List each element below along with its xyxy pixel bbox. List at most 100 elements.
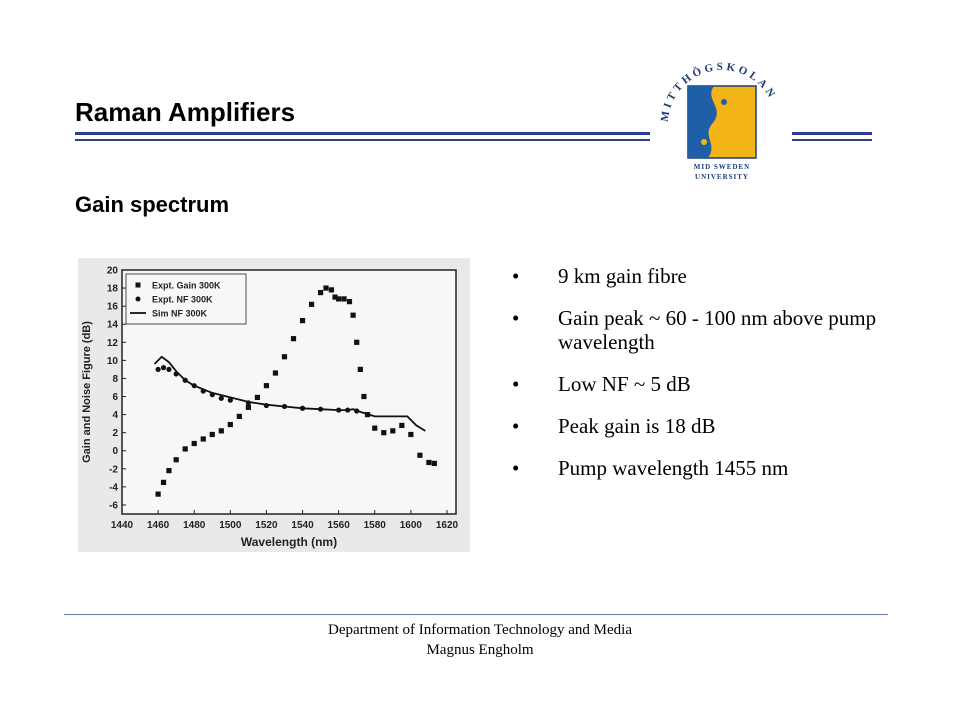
data-point-nf [245, 400, 251, 406]
bullet-symbol: • [512, 456, 520, 480]
y-tick-label: 16 [107, 302, 119, 313]
bullet-text: Gain peak ~ 60 - 100 nm above pump wavel… [558, 306, 877, 354]
data-point-gain [227, 421, 233, 428]
data-point-gain [209, 431, 215, 438]
data-point-gain [173, 457, 179, 463]
data-point-nf [173, 371, 179, 377]
data-point-nf [218, 395, 224, 401]
slide-title: Raman Amplifiers [75, 97, 296, 127]
gain-spectrum-chart: -6 -4 -2 0 2 4 6 8 10 12 14 16 18 20 1440 1460 1480 1500 1… [78, 258, 470, 552]
x-axis-label: Wavelength (nm) [241, 535, 337, 549]
bullet-text: Low NF ~ 5 dB [558, 372, 691, 396]
data-point-nf [209, 392, 215, 398]
data-point-gain [357, 366, 363, 373]
title-rule-right [792, 132, 872, 141]
bullet-item: • Gain peak ~ 60 - 100 nm above pump wave… [508, 306, 928, 354]
data-point-gain [299, 318, 306, 324]
x-tick-label: 1540 [291, 520, 314, 531]
data-point-gain [155, 491, 161, 497]
x-tick-label: 1520 [255, 520, 278, 531]
university-logo: MITTHÖGSKOLAN MID SWEDEN UNIVERSITY [659, 61, 776, 181]
y-tick-label: -6 [109, 500, 118, 511]
data-point-nf [160, 365, 167, 371]
data-point-gain [431, 460, 437, 466]
bullet-list: • 9 km gain fibre • Gain peak ~ 60 - 100 n… [508, 264, 928, 498]
data-point-gain [281, 354, 288, 360]
bullet-text: 9 km gain fibre [558, 264, 687, 288]
x-tick-label: 1580 [364, 520, 387, 531]
footer-department: Department of Information Technology and… [328, 622, 632, 638]
series-line-sim-nf [153, 355, 426, 432]
legend-marker-circle [135, 296, 141, 302]
data-point-gain [341, 296, 347, 302]
data-point-gain [323, 285, 329, 291]
y-tick-label: 4 [112, 410, 118, 421]
y-tick-label: 0 [112, 446, 118, 457]
data-point-gain [354, 339, 360, 345]
legend-label: Expt. Gain 300K [152, 281, 221, 291]
data-point-gain [308, 301, 315, 307]
x-tick-label: 1620 [436, 520, 459, 531]
y-tick-label: 14 [107, 320, 119, 331]
x-tick-label: 1440 [111, 520, 134, 531]
data-point-gain [272, 370, 279, 376]
data-point-gain [336, 296, 342, 302]
data-point-gain [160, 479, 167, 485]
legend: Expt. Gain 300K Expt. NF 300K Sim NF 300K [125, 273, 247, 325]
data-point-gain [350, 312, 356, 318]
data-point-gain [372, 425, 378, 431]
bullet-symbol: • [512, 372, 520, 396]
bullet-symbol: • [512, 414, 520, 438]
data-point-gain [290, 336, 297, 342]
data-point-nf [191, 383, 197, 389]
data-point-gain [317, 289, 324, 296]
bullet-item: • Low NF ~ 5 dB [508, 372, 928, 396]
data-point-gain [254, 394, 261, 401]
bullet-item: • Pump wavelength 1455 nm [508, 456, 928, 480]
legend-label: Expt. NF 300K [152, 295, 213, 305]
y-tick-label: 20 [107, 266, 119, 277]
data-point-nf [155, 366, 161, 373]
data-point-nf [263, 402, 270, 409]
data-point-gain [408, 431, 414, 438]
data-point-nf [227, 397, 233, 403]
logo-line2: UNIVERSITY [695, 173, 749, 181]
y-tick-label: 2 [112, 428, 118, 439]
y-tick-label: 18 [107, 284, 119, 295]
data-point-gain [426, 459, 432, 466]
data-point-gain [191, 440, 197, 447]
data-point-gain [263, 383, 270, 389]
data-point-nf [354, 408, 360, 414]
legend-label: Sim NF 300K [152, 309, 208, 319]
bullet-text: Peak gain is 18 dB [558, 414, 716, 438]
x-tick-label: 1500 [219, 520, 242, 531]
x-tick-label: 1600 [400, 520, 423, 531]
bullet-symbol: • [512, 306, 520, 330]
data-point-nf [200, 388, 206, 394]
x-tick-label: 1480 [183, 520, 206, 531]
section-subtitle: Gain spectrum [75, 192, 230, 217]
y-tick-label: -4 [109, 482, 118, 493]
data-point-gain [399, 422, 405, 429]
y-tick-label: 12 [107, 338, 119, 349]
bullet-text: Pump wavelength 1455 nm [558, 456, 789, 480]
legend-marker-square [135, 282, 141, 288]
bullet-symbol: • [512, 264, 520, 288]
data-point-gain [364, 411, 371, 418]
footer-author: Magnus Engholm [426, 642, 534, 658]
logo-line1: MID SWEDEN [694, 163, 750, 171]
data-point-nf [281, 403, 288, 410]
data-point-nf [166, 366, 172, 373]
y-tick-label: 6 [112, 392, 118, 403]
y-axis-label: Gain and Noise Figure (dB) [81, 321, 93, 463]
data-point-gain [236, 413, 242, 419]
y-tick-label: 8 [112, 374, 118, 385]
footer-rule [64, 614, 888, 615]
data-point-gain [166, 468, 172, 474]
data-point-nf [299, 405, 306, 411]
bullet-item: • 9 km gain fibre [508, 264, 928, 288]
bullet-item: • Peak gain is 18 dB [508, 414, 928, 438]
data-point-nf [345, 407, 351, 413]
data-point-gain [417, 452, 423, 458]
data-point-gain [200, 436, 206, 442]
